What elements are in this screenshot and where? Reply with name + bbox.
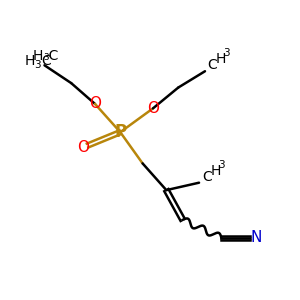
Text: O: O <box>89 96 101 111</box>
Text: C: C <box>208 58 217 72</box>
Text: 3: 3 <box>34 60 41 70</box>
Text: N: N <box>250 230 262 245</box>
Text: ₃C: ₃C <box>43 49 58 63</box>
Text: H: H <box>33 49 43 63</box>
Text: O: O <box>147 101 159 116</box>
Text: P: P <box>114 123 126 141</box>
Text: C: C <box>202 170 212 184</box>
Text: C: C <box>41 54 51 68</box>
Text: 3: 3 <box>223 48 230 59</box>
Text: 3: 3 <box>218 160 225 170</box>
Text: H: H <box>215 52 226 66</box>
Text: H: H <box>210 164 220 178</box>
Text: H: H <box>24 54 35 68</box>
Text: O: O <box>77 140 89 154</box>
